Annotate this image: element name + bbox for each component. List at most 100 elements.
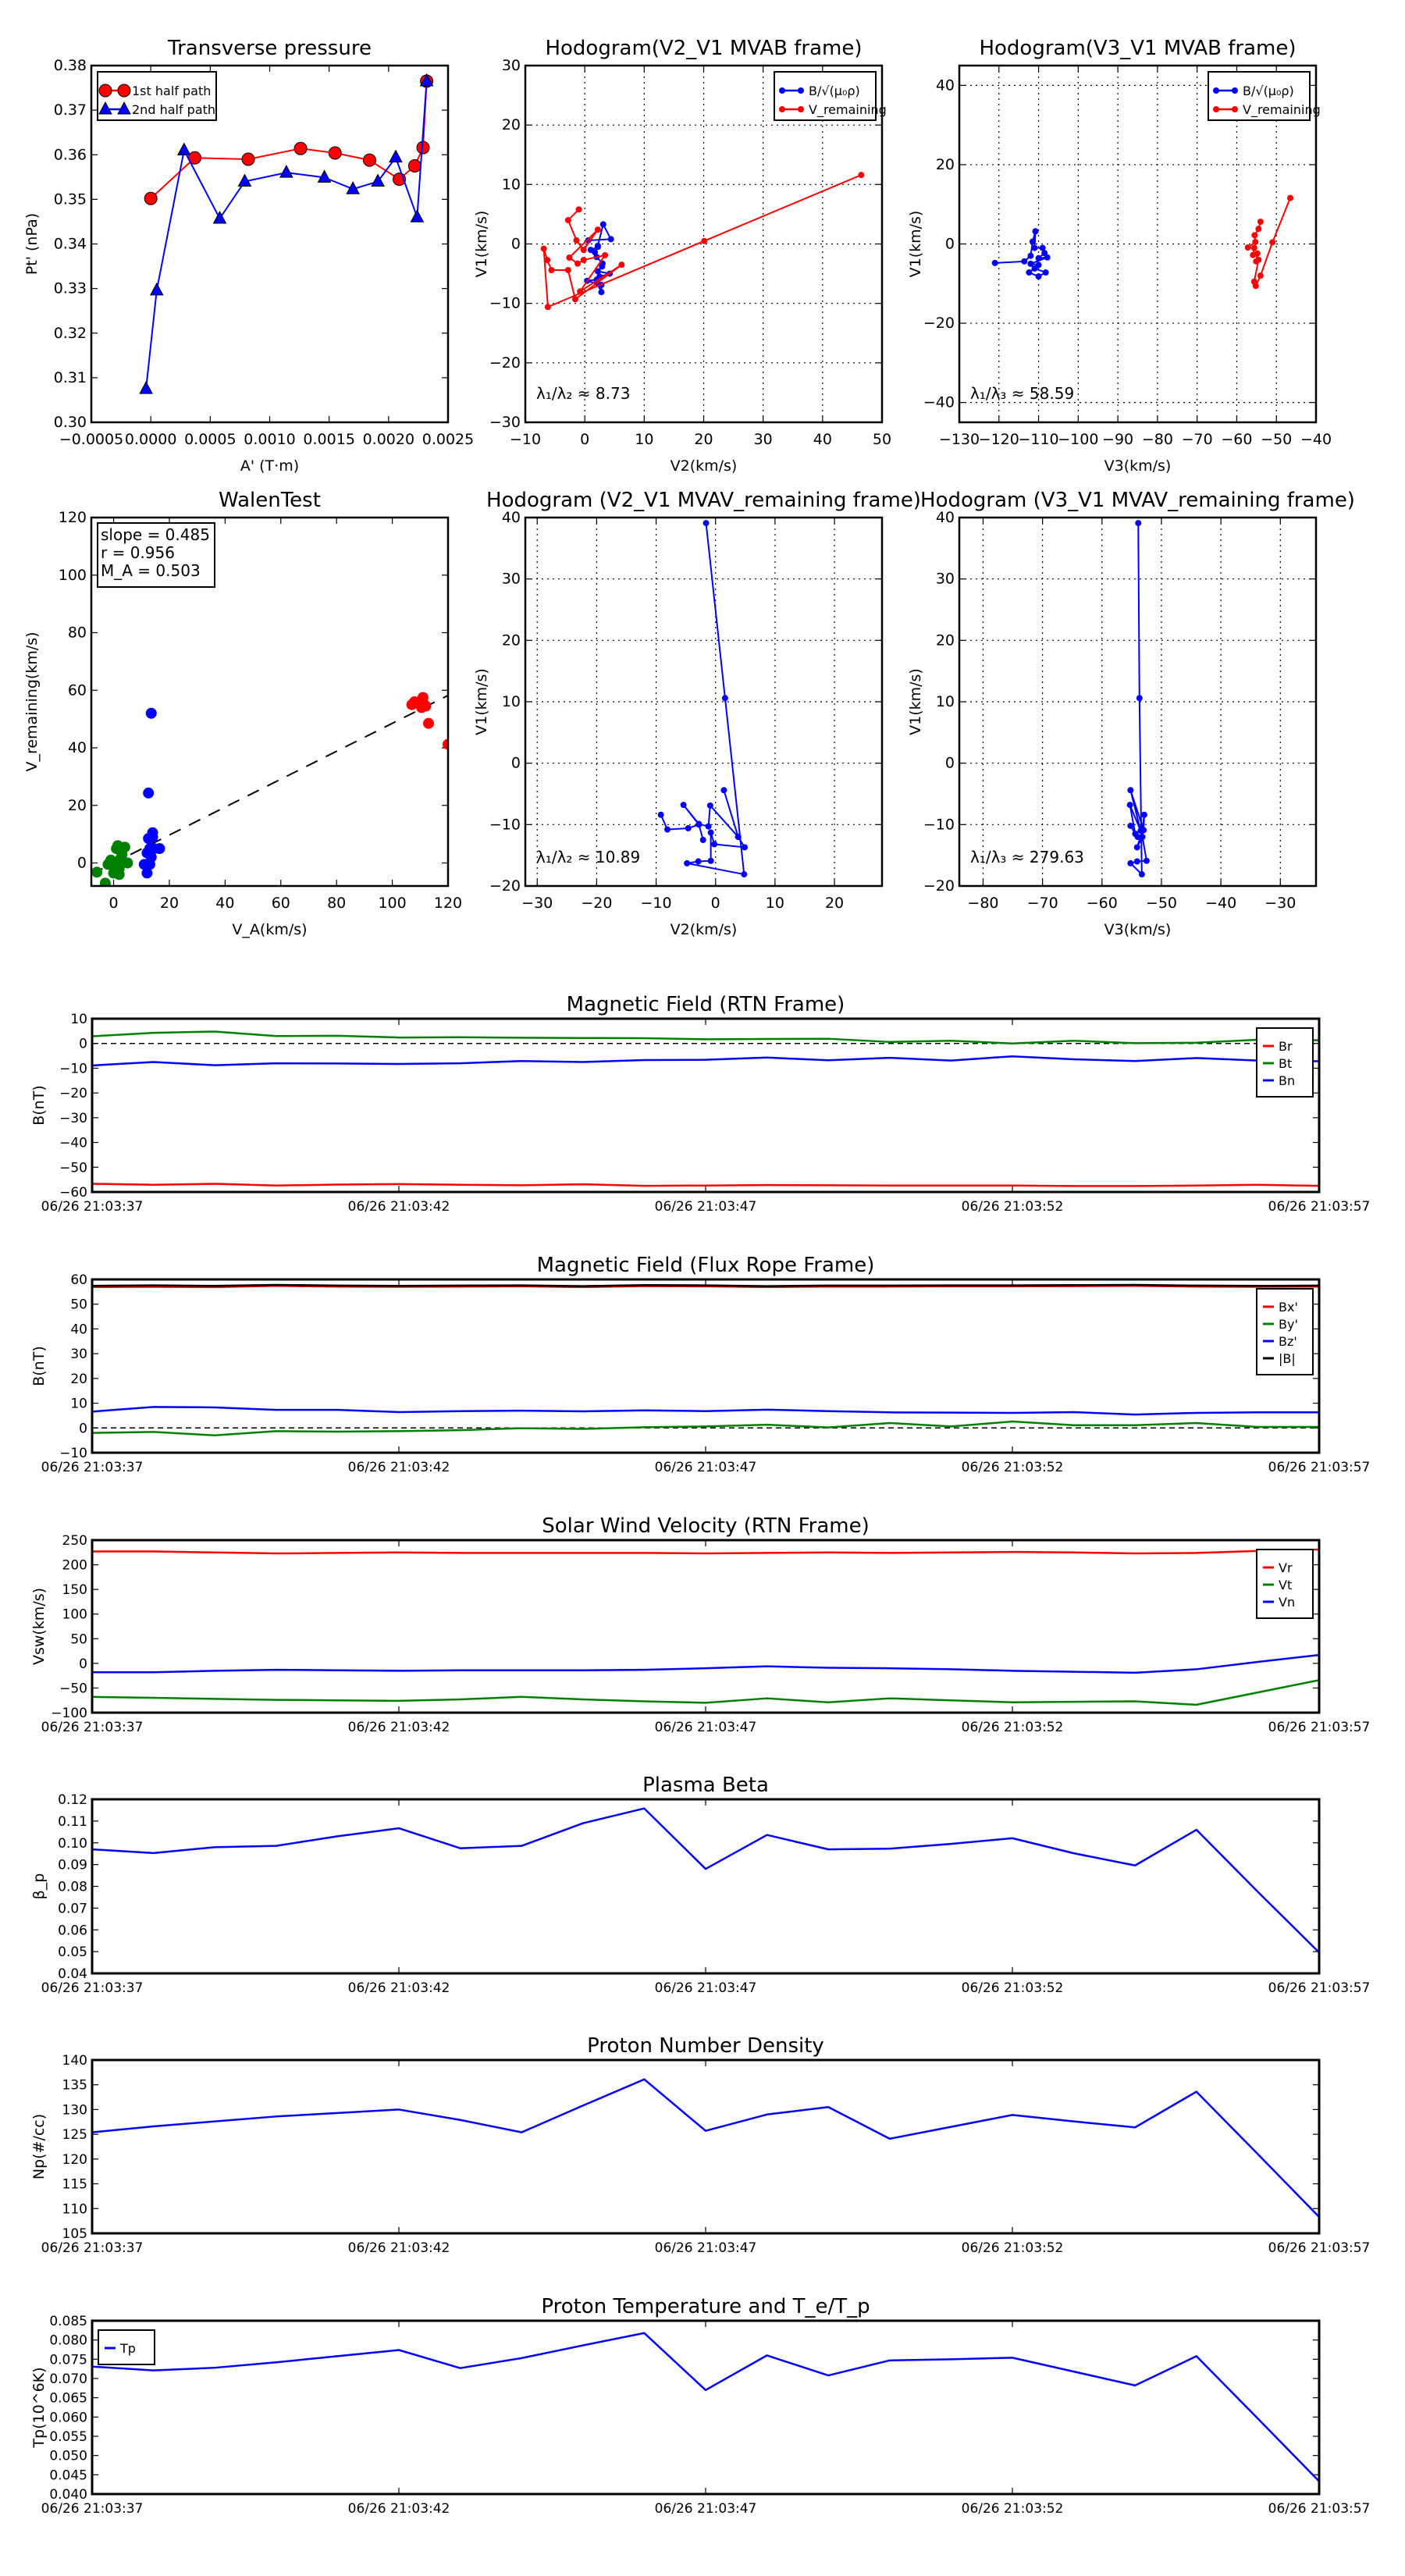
x-tick-label: 06/26 21:03:37 bbox=[41, 2240, 144, 2256]
data-point bbox=[706, 802, 713, 809]
plot-area bbox=[540, 172, 865, 311]
data-point bbox=[1244, 244, 1251, 251]
data-point bbox=[720, 787, 727, 794]
y-tick-label: 0.32 bbox=[54, 325, 87, 342]
legend: Tp bbox=[98, 2329, 155, 2365]
data-point bbox=[705, 823, 712, 830]
axes-frame bbox=[90, 516, 450, 888]
data-point bbox=[618, 262, 625, 269]
data-point bbox=[566, 254, 573, 262]
data-point bbox=[1027, 260, 1034, 267]
legend-box bbox=[1256, 1288, 1314, 1375]
data-point bbox=[1039, 244, 1046, 251]
y-tick-label: 10 bbox=[70, 1397, 87, 1412]
y-tick-label: 105 bbox=[62, 2226, 87, 2242]
data-point bbox=[317, 169, 332, 183]
data-point bbox=[599, 263, 606, 270]
y-tick-label: 0.065 bbox=[49, 2391, 87, 2407]
legend-label: B/√(μ₀ρ) bbox=[1243, 84, 1294, 98]
x-tick-label: 06/26 21:03:57 bbox=[1268, 2501, 1371, 2517]
legend-marker bbox=[117, 101, 131, 115]
data-point bbox=[1257, 219, 1264, 226]
data-point bbox=[702, 520, 710, 527]
y-tick-label: 250 bbox=[62, 1533, 87, 1549]
y-tick-label: 0 bbox=[79, 1656, 87, 1672]
x-tick-label: 20 bbox=[825, 895, 844, 912]
y-tick-label: 0.05 bbox=[58, 1944, 87, 1960]
chart-title: Hodogram (V2_V1 MVAV_remaining frame) bbox=[486, 489, 921, 512]
series-line-0 bbox=[92, 2078, 1319, 2218]
data-point bbox=[1127, 787, 1134, 794]
chart-title: Proton Number Density bbox=[587, 2034, 824, 2058]
x-axis-label: V3(km/s) bbox=[1104, 921, 1172, 938]
series-line-2 bbox=[92, 1055, 1319, 1067]
data-point bbox=[664, 826, 671, 833]
data-point bbox=[1137, 827, 1144, 834]
x-tick-label: 120 bbox=[434, 895, 462, 912]
data-point bbox=[241, 152, 255, 166]
data-point bbox=[594, 244, 601, 251]
chart-5: Hodogram (V2_V1 MVAV_remaining frame) −30… bbox=[473, 489, 921, 938]
y-tick-label: 0 bbox=[77, 855, 87, 872]
data-point bbox=[99, 881, 111, 886]
series-line-0 bbox=[92, 1183, 1319, 1187]
data-point bbox=[598, 289, 605, 296]
legend-label: Vt bbox=[1279, 1578, 1292, 1592]
x-tick-label: −10 bbox=[641, 895, 672, 912]
data-point bbox=[145, 852, 157, 863]
y-tick-label: 40 bbox=[502, 509, 521, 526]
x-tick-label: 0.0025 bbox=[422, 431, 474, 448]
data-point bbox=[212, 210, 227, 224]
data-point bbox=[1026, 269, 1033, 276]
y-tick-label: −60 bbox=[59, 1185, 87, 1201]
plot-area bbox=[92, 1807, 1319, 1954]
data-point bbox=[1255, 226, 1262, 233]
y-axis-label: Vsw(km/s) bbox=[30, 1588, 48, 1665]
x-tick-label: −50 bbox=[1261, 431, 1292, 448]
y-tick-label: 0.36 bbox=[54, 146, 87, 163]
plot-area bbox=[91, 692, 448, 886]
data-point bbox=[113, 869, 125, 881]
x-tick-label: 06/26 21:03:42 bbox=[348, 1460, 450, 1475]
y-tick-label: 10 bbox=[70, 1012, 87, 1027]
legend-label: V_remaining bbox=[809, 102, 887, 118]
y-tick-label: 30 bbox=[70, 1347, 87, 1362]
data-point bbox=[1027, 252, 1034, 259]
chart-title: Hodogram(V2_V1 MVAB frame) bbox=[545, 37, 862, 60]
data-point bbox=[143, 787, 155, 799]
x-tick-label: −90 bbox=[1102, 431, 1133, 448]
y-axis-label: β_p bbox=[30, 1873, 48, 1900]
data-point bbox=[1143, 857, 1150, 864]
data-point bbox=[1127, 822, 1134, 829]
y-tick-label: 0.33 bbox=[54, 280, 87, 297]
x-axis-label: A' (T·m) bbox=[240, 457, 299, 475]
data-point bbox=[707, 857, 714, 864]
y-tick-label: 120 bbox=[62, 2152, 87, 2168]
legend-label: Bt bbox=[1279, 1056, 1292, 1071]
plot-area bbox=[139, 73, 434, 394]
data-point bbox=[707, 829, 714, 836]
legend: Bx' By' Bz' |B| bbox=[1256, 1288, 1314, 1375]
axes-frame bbox=[524, 516, 884, 888]
y-tick-label: 0.040 bbox=[49, 2487, 87, 2503]
data-point bbox=[594, 226, 601, 233]
y-tick-label: 110 bbox=[62, 2201, 87, 2217]
legend-label: Vn bbox=[1279, 1595, 1295, 1610]
legend: 1st half path 2nd half path bbox=[97, 71, 217, 121]
y-tick-label: 140 bbox=[62, 2053, 87, 2069]
data-point bbox=[1035, 262, 1042, 269]
stats-box-frame bbox=[97, 522, 215, 588]
y-tick-label: 120 bbox=[59, 509, 87, 526]
x-tick-label: 06/26 21:03:37 bbox=[41, 1720, 144, 1735]
y-tick-label: −40 bbox=[923, 394, 955, 411]
data-point bbox=[443, 738, 448, 750]
stats-line: M_A = 0.503 bbox=[101, 561, 201, 580]
y-tick-label: 0 bbox=[945, 236, 955, 253]
data-point bbox=[685, 825, 692, 832]
x-tick-label: 06/26 21:03:37 bbox=[41, 1460, 144, 1475]
x-tick-label: 06/26 21:03:47 bbox=[655, 2240, 757, 2256]
legend-label: Bz' bbox=[1279, 1334, 1297, 1349]
y-tick-label: 0.09 bbox=[58, 1858, 87, 1873]
data-point bbox=[548, 267, 555, 274]
x-tick-label: −40 bbox=[1300, 431, 1332, 448]
